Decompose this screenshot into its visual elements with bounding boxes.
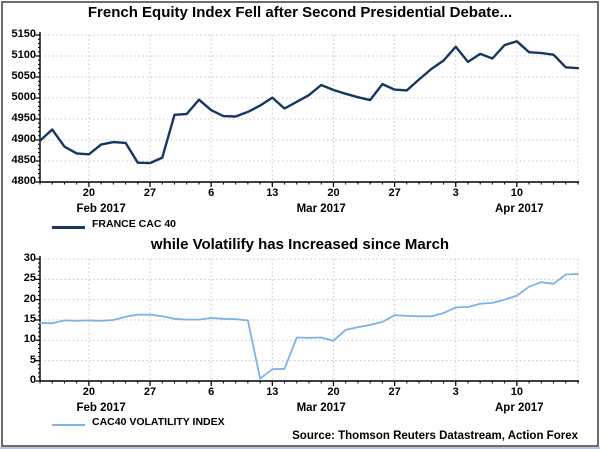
y-tick-label: 5000 (11, 91, 36, 103)
y-tick-label: 30 (23, 252, 36, 264)
y-tick-label: 10 (23, 333, 36, 346)
x-tick-label: 27 (143, 386, 157, 398)
y-tick-label: 4800 (11, 175, 36, 187)
x-tick-label: 20 (82, 187, 96, 199)
source-attribution: Source: Thomson Reuters Datastream, Acti… (292, 430, 578, 442)
cac40-series-line (38, 40, 580, 165)
y-tick-label: 4900 (11, 133, 36, 145)
bottom-chart-legend-label: CAC40 VOLATILITY INDEX (92, 416, 225, 428)
y-tick-label: 20 (23, 292, 36, 305)
x-tick-label: 27 (143, 187, 157, 199)
x-tick-label: 13 (266, 187, 279, 199)
x-tick-label: 6 (208, 386, 215, 398)
y-tick-label: 5100 (11, 49, 36, 61)
x-tick-label: 13 (266, 386, 279, 398)
x-tick-label: 10 (510, 187, 523, 199)
y-tick-label: 15 (23, 313, 36, 325)
y-tick-label: 4950 (11, 112, 36, 124)
month-label: Mar 2017 (296, 203, 346, 215)
x-tick-label: 27 (388, 386, 401, 398)
month-label: Feb 2017 (76, 402, 126, 414)
x-tick-label: 3 (452, 386, 459, 398)
bottom-chart-title: while Volatilify has Increased since Mar… (150, 236, 450, 253)
y-tick-label: 5150 (11, 28, 36, 40)
y-tick-label: 5 (29, 353, 36, 366)
volatility-line-swatch-icon (52, 424, 85, 426)
x-tick-label: 6 (208, 187, 215, 199)
bottom-divider-line (0, 447, 600, 449)
top-chart-title: French Equity Index Fell after Second Pr… (87, 4, 513, 21)
x-tick-label: 20 (82, 386, 96, 398)
y-tick-label: 0 (29, 374, 36, 386)
x-tick-label: 27 (388, 187, 401, 199)
y-tick-label: 4850 (11, 154, 36, 166)
y-tick-label: 25 (23, 272, 36, 285)
y-tick-label: 5050 (11, 70, 36, 82)
volatility-series-line (39, 273, 579, 380)
x-tick-label: 3 (452, 187, 459, 199)
x-tick-label: 10 (510, 386, 523, 398)
top-chart-legend-label: FRANCE CAC 40 (92, 218, 177, 230)
cac40-line-swatch-icon (52, 226, 85, 229)
month-label: Apr 2017 (495, 203, 544, 215)
month-label: Mar 2017 (296, 402, 346, 414)
month-label: Feb 2017 (76, 203, 126, 215)
month-label: Apr 2017 (495, 402, 544, 414)
x-tick-label: 20 (327, 187, 340, 199)
x-tick-label: 20 (327, 386, 340, 398)
